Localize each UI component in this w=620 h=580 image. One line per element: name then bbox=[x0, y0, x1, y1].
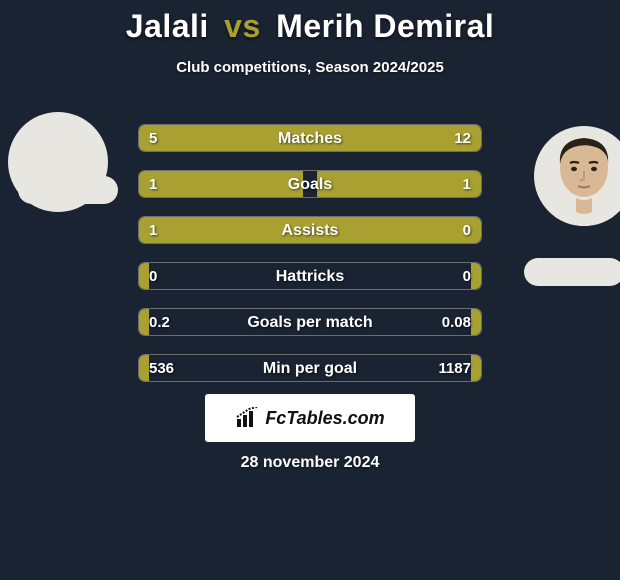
stat-value-right: 0 bbox=[463, 217, 471, 243]
stat-row: 536 Min per goal 1187 bbox=[138, 354, 482, 382]
title-player1: Jalali bbox=[126, 8, 209, 44]
stat-row: 1 Goals 1 bbox=[138, 170, 482, 198]
stat-value-right: 1187 bbox=[438, 355, 471, 381]
brand-label: FcTables.com bbox=[265, 408, 384, 429]
page-title: Jalali vs Merih Demiral bbox=[0, 0, 620, 45]
stat-value-right: 1 bbox=[463, 171, 471, 197]
stats-bars: 5 Matches 12 1 Goals 1 1 Assists 0 0 Hat… bbox=[138, 124, 482, 400]
stat-label: Goals bbox=[139, 171, 481, 197]
player2-chip bbox=[524, 258, 620, 286]
stat-label: Min per goal bbox=[139, 355, 481, 381]
date-label: 28 november 2024 bbox=[0, 454, 620, 472]
stat-row: 1 Assists 0 bbox=[138, 216, 482, 244]
stat-label: Assists bbox=[139, 217, 481, 243]
stat-label: Hattricks bbox=[139, 263, 481, 289]
stat-row: 0 Hattricks 0 bbox=[138, 262, 482, 290]
stat-label: Goals per match bbox=[139, 309, 481, 335]
brand-chart-icon bbox=[235, 407, 261, 429]
stat-row: 5 Matches 12 bbox=[138, 124, 482, 152]
title-player2: Merih Demiral bbox=[276, 8, 494, 44]
stat-value-right: 0 bbox=[463, 263, 471, 289]
stat-row: 0.2 Goals per match 0.08 bbox=[138, 308, 482, 336]
stat-label: Matches bbox=[139, 125, 481, 151]
player1-chip bbox=[18, 176, 118, 204]
stat-value-right: 0.08 bbox=[442, 309, 471, 335]
player2-face-icon bbox=[534, 126, 620, 226]
stat-value-right: 12 bbox=[454, 125, 471, 151]
brand-badge: FcTables.com bbox=[205, 394, 415, 442]
player2-avatar bbox=[534, 126, 620, 226]
title-vs: vs bbox=[224, 8, 261, 44]
subtitle: Club competitions, Season 2024/2025 bbox=[0, 59, 620, 76]
